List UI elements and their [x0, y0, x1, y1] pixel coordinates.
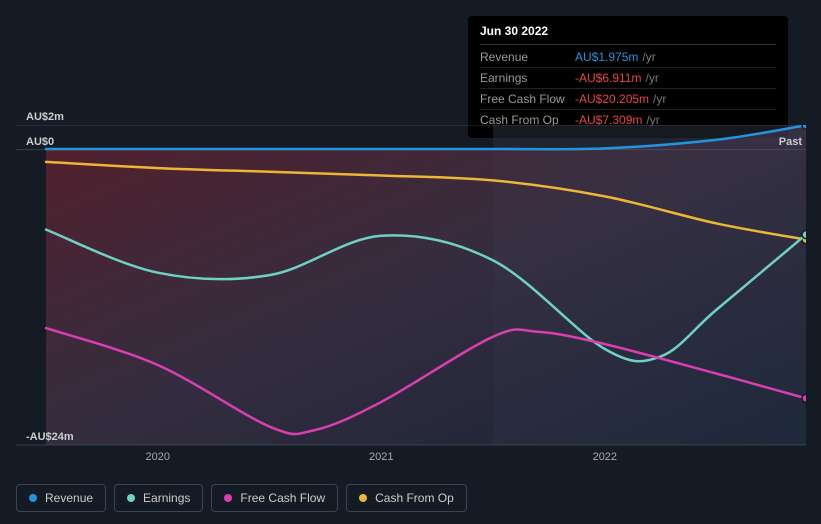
legend-dot-icon [29, 494, 37, 502]
legend-item-earnings[interactable]: Earnings [114, 484, 203, 512]
tooltip-row: Earnings-AU$6.911m/yr [480, 68, 776, 89]
x-axis-tick-label: 2022 [593, 451, 617, 463]
legend-item-free-cash-flow[interactable]: Free Cash Flow [211, 484, 338, 512]
tooltip-row-unit: /yr [642, 50, 655, 64]
legend-item-revenue[interactable]: Revenue [16, 484, 106, 512]
tooltip-row-value: AU$1.975m [575, 50, 638, 64]
tooltip-row-value: -AU$6.911m [575, 71, 641, 85]
tooltip-row-label: Revenue [480, 50, 575, 64]
y-axis-tick-label: AU$0 [26, 136, 54, 148]
past-label: Past [779, 136, 802, 148]
legend-dot-icon [359, 494, 367, 502]
legend-item-label: Revenue [45, 491, 93, 505]
x-axis-tick-label: 2020 [146, 451, 170, 463]
legend-item-label: Free Cash Flow [240, 491, 325, 505]
chart-tooltip: Jun 30 2022 RevenueAU$1.975m/yrEarnings-… [468, 16, 788, 138]
tooltip-row: RevenueAU$1.975m/yr [480, 47, 776, 68]
chart-plot-area [16, 125, 806, 470]
earnings-revenue-chart: AU$2mAU$0-AU$24m 202020212022 Past [16, 125, 806, 470]
chart-legend: Revenue Earnings Free Cash Flow Cash From O… [16, 484, 467, 512]
tooltip-row-unit: /yr [645, 71, 658, 85]
tooltip-row-label: Earnings [480, 71, 575, 85]
y-axis-tick-label: AU$2m [26, 111, 64, 123]
y-axis-tick-label: -AU$24m [26, 431, 74, 443]
legend-dot-icon [127, 494, 135, 502]
legend-dot-icon [224, 494, 232, 502]
tooltip-title: Jun 30 2022 [480, 24, 776, 45]
tooltip-row: Free Cash Flow-AU$20.205m/yr [480, 89, 776, 110]
tooltip-row-value: -AU$20.205m [575, 92, 649, 106]
legend-item-label: Cash From Op [375, 491, 454, 505]
tooltip-row-unit: /yr [653, 92, 666, 106]
tooltip-row-label: Free Cash Flow [480, 92, 575, 106]
x-axis-tick-label: 2021 [369, 451, 393, 463]
legend-item-label: Earnings [143, 491, 190, 505]
legend-item-cash-from-op[interactable]: Cash From Op [346, 484, 467, 512]
